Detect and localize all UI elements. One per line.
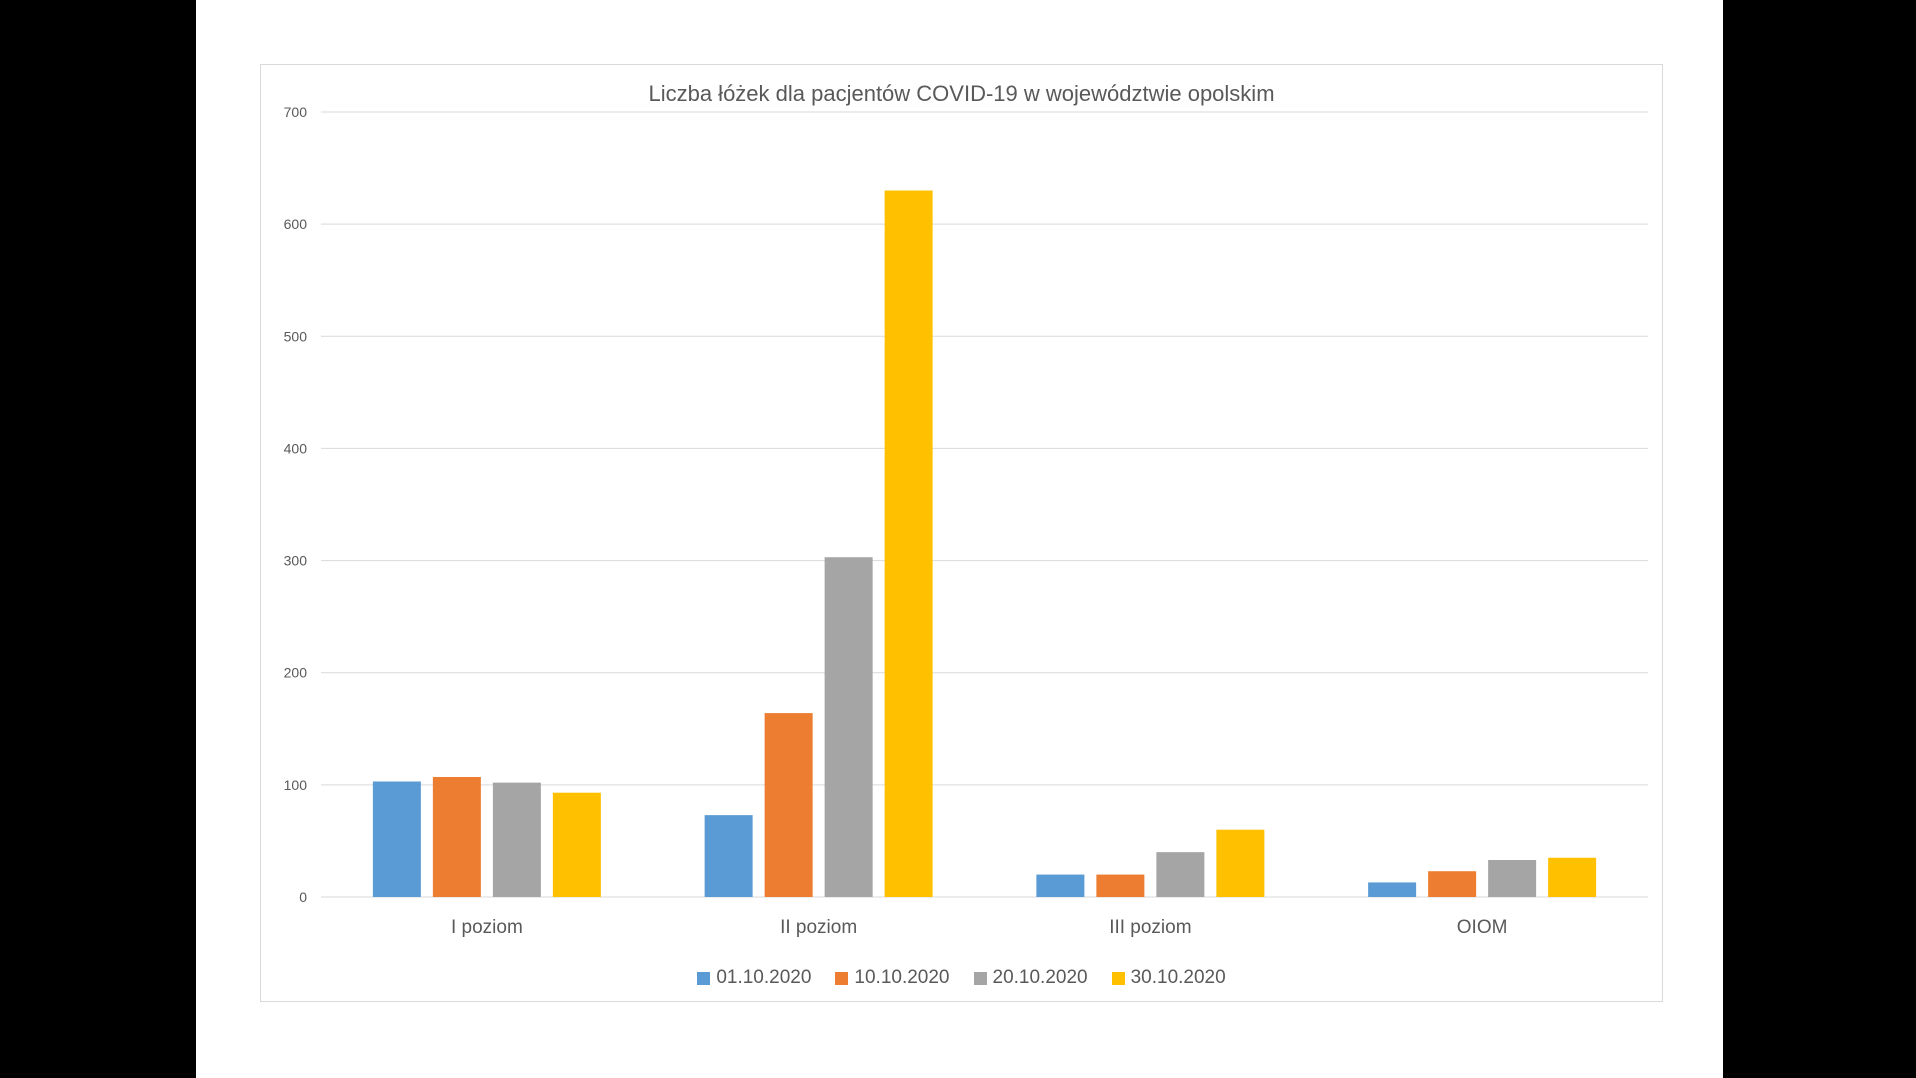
legend-swatch bbox=[1111, 971, 1125, 985]
y-tick-label: 100 bbox=[284, 777, 308, 793]
y-tick-label: 0 bbox=[299, 889, 307, 905]
bar bbox=[1096, 874, 1145, 897]
y-tick-label: 700 bbox=[284, 104, 308, 120]
bar bbox=[372, 781, 421, 897]
legend-label: 20.10.2020 bbox=[992, 967, 1088, 988]
chart-title: Liczba łóżek dla pacjentów COVID-19 w wo… bbox=[648, 81, 1275, 106]
bar bbox=[704, 815, 753, 897]
bar bbox=[492, 782, 541, 897]
y-tick-label: 600 bbox=[284, 216, 308, 232]
x-category-label: III poziom bbox=[1109, 917, 1191, 938]
bar bbox=[824, 557, 873, 897]
legend-swatch bbox=[973, 971, 987, 985]
legend-swatch bbox=[697, 971, 711, 985]
legend-item: 10.10.2020 bbox=[835, 967, 950, 989]
legend-label: 01.10.2020 bbox=[716, 967, 812, 988]
legend-item: 01.10.2020 bbox=[697, 967, 811, 989]
bar bbox=[1036, 874, 1085, 897]
bar bbox=[1216, 829, 1265, 897]
bar bbox=[432, 777, 481, 897]
bar bbox=[1368, 882, 1417, 897]
legend-item: 20.10.2020 bbox=[973, 967, 1088, 989]
bar bbox=[764, 713, 813, 897]
bar bbox=[1548, 857, 1597, 897]
bar bbox=[552, 792, 601, 897]
y-tick-label: 200 bbox=[284, 665, 308, 681]
bar bbox=[1428, 871, 1477, 897]
y-tick-label: 300 bbox=[284, 553, 308, 569]
bar bbox=[1488, 859, 1537, 897]
y-tick-label: 400 bbox=[284, 440, 308, 456]
chart-legend: 01.10.2020 10.10.2020 20.10.2020 30.10.2020 bbox=[261, 963, 1662, 993]
legend-label: 10.10.2020 bbox=[854, 967, 950, 988]
bar bbox=[884, 190, 933, 897]
chart-frame: Liczba łóżek dla pacjentów COVID-19 w wo… bbox=[260, 64, 1663, 1002]
y-tick-label: 500 bbox=[284, 328, 308, 344]
x-category-label: II poziom bbox=[780, 917, 857, 938]
bar-chart-plot: 0 100 200 300 400 500 600 700 I poziom II poziom I… bbox=[284, 104, 1648, 938]
legend-item: 30.10.2020 bbox=[1111, 967, 1226, 989]
slide-background: Liczba łóżek dla pacjentów COVID-19 w wo… bbox=[196, 0, 1723, 1078]
bar bbox=[1156, 852, 1205, 897]
legend-swatch bbox=[835, 971, 849, 985]
legend-label: 30.10.2020 bbox=[1130, 967, 1226, 988]
x-category-label: OIOM bbox=[1457, 917, 1508, 938]
x-category-label: I poziom bbox=[451, 917, 523, 938]
